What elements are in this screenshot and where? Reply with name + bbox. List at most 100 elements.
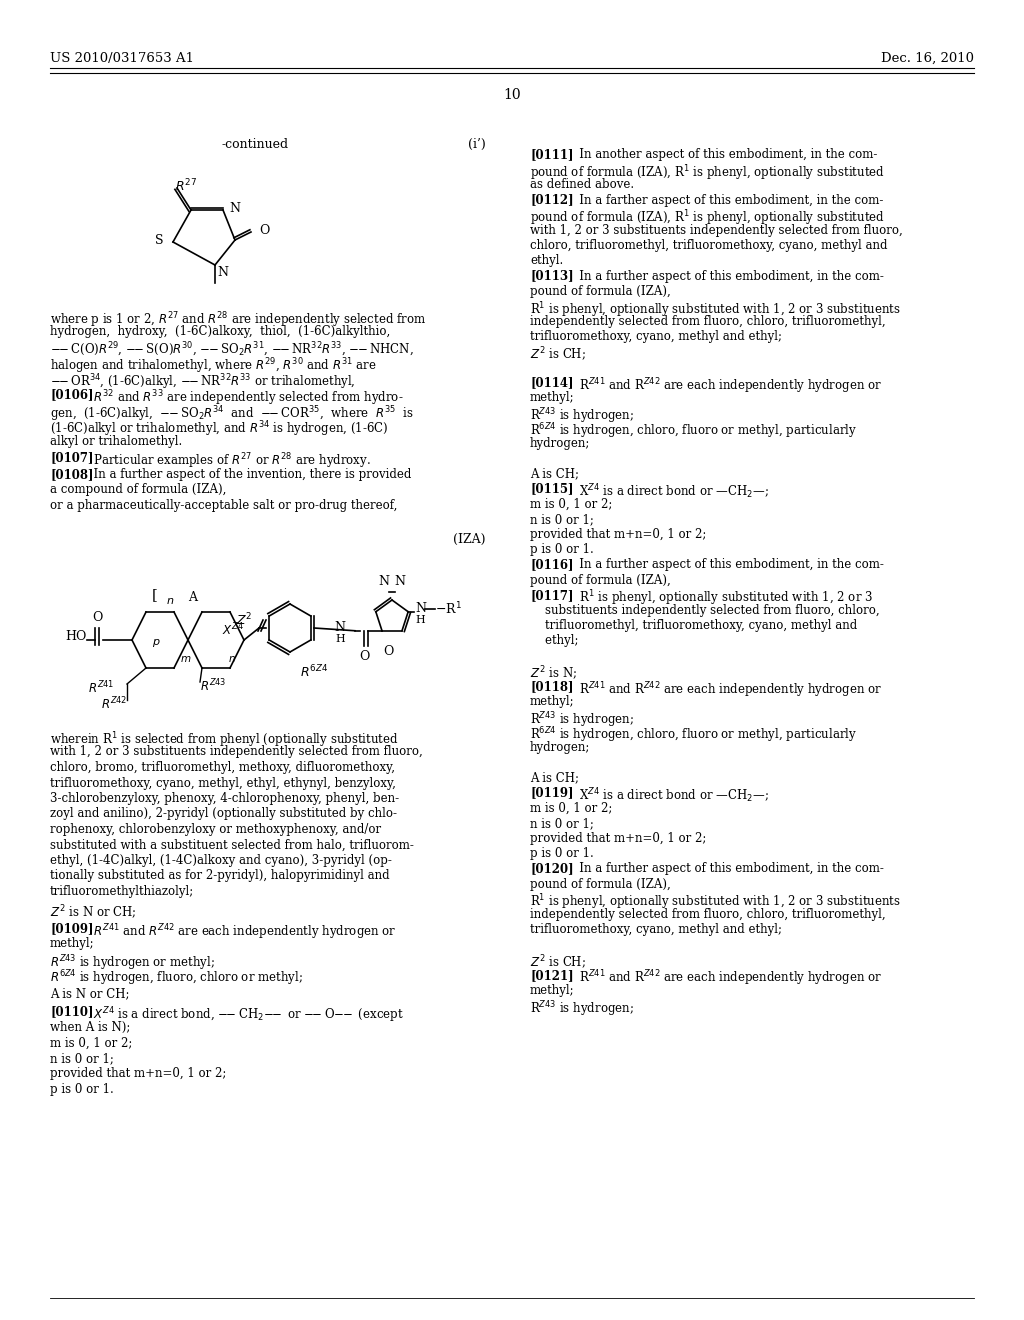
Text: alkyl or trihalomethyl.: alkyl or trihalomethyl. (50, 436, 182, 447)
Text: R$^{Z43}$ is hydrogen;: R$^{Z43}$ is hydrogen; (530, 999, 634, 1019)
Text: $-\!\!-$OR$^{34}$, (1-6C)alkyl, $-\!\!-$NR$^{32}$$R^{33}$ or trihalomethyl,: $-\!\!-$OR$^{34}$, (1-6C)alkyl, $-\!\!-$… (50, 372, 355, 392)
Text: O: O (358, 649, 370, 663)
Text: $p$: $p$ (152, 638, 161, 649)
Text: (i’): (i’) (468, 139, 486, 150)
Text: $-$R$^1$: $-$R$^1$ (435, 601, 462, 616)
Text: X$^{Z4}$ is a direct bond or —CH$_2$—;: X$^{Z4}$ is a direct bond or —CH$_2$—; (568, 787, 769, 805)
Text: Particular examples of $R^{27}$ or $R^{28}$ are hydroxy.: Particular examples of $R^{27}$ or $R^{2… (86, 451, 371, 471)
Text: m is 0, 1 or 2;: m is 0, 1 or 2; (530, 498, 612, 511)
Text: trifluoromethoxy, cyano, methyl, ethyl, ethynyl, benzyloxy,: trifluoromethoxy, cyano, methyl, ethyl, … (50, 776, 396, 789)
Text: $X^{Z4}$: $X^{Z4}$ (222, 622, 244, 639)
Text: In a further aspect of this embodiment, in the com-: In a further aspect of this embodiment, … (568, 269, 884, 282)
Text: chloro, bromo, trifluoromethyl, methoxy, difluoromethoxy,: chloro, bromo, trifluoromethyl, methoxy,… (50, 762, 395, 774)
Text: pound of formula (IZA), R$^1$ is phenyl, optionally substituted: pound of formula (IZA), R$^1$ is phenyl,… (530, 209, 885, 228)
Text: HO: HO (65, 631, 86, 644)
Text: O: O (92, 611, 102, 624)
Text: X$^{Z4}$ is a direct bond or —CH$_2$—;: X$^{Z4}$ is a direct bond or —CH$_2$—; (568, 482, 769, 502)
Text: (1-6C)alkyl or trihalomethyl, and $R^{34}$ is hydrogen, (1-6C): (1-6C)alkyl or trihalomethyl, and $R^{34… (50, 420, 388, 440)
Text: [0121]: [0121] (530, 969, 573, 982)
Text: [: [ (153, 587, 158, 602)
Text: R$^1$ is phenyl, optionally substituted with 1, 2 or 3 substituents: R$^1$ is phenyl, optionally substituted … (530, 300, 901, 319)
Text: H: H (335, 634, 345, 644)
Text: pound of formula (IZA),: pound of formula (IZA), (530, 285, 671, 298)
Text: R$^{Z41}$ and R$^{Z42}$ are each independently hydrogen or: R$^{Z41}$ and R$^{Z42}$ are each indepen… (568, 969, 882, 989)
Text: $-\!\!-$C(O)$R^{29}$, $-\!\!-$S(O)$R^{30}$, $-\!\!-$SO$_2$$R^{31}$, $-\!\!-$NR$^: $-\!\!-$C(O)$R^{29}$, $-\!\!-$S(O)$R^{30… (50, 341, 414, 359)
Text: Dec. 16, 2010: Dec. 16, 2010 (881, 51, 974, 65)
Text: [0109]: [0109] (50, 921, 93, 935)
Text: $Z^2$ is N;: $Z^2$ is N; (530, 665, 578, 682)
Text: trifluoromethoxy, cyano, methyl and ethyl;: trifluoromethoxy, cyano, methyl and ethy… (530, 923, 782, 936)
Text: provided that m+n=0, 1 or 2;: provided that m+n=0, 1 or 2; (530, 528, 707, 541)
Text: independently selected from fluoro, chloro, trifluoromethyl,: independently selected from fluoro, chlo… (530, 908, 886, 921)
Text: R$^{Z41}$ and R$^{Z42}$ are each independently hydrogen or: R$^{Z41}$ and R$^{Z42}$ are each indepen… (568, 376, 882, 396)
Text: [0118]: [0118] (530, 680, 573, 693)
Text: N: N (217, 267, 228, 280)
Text: [0110]: [0110] (50, 1006, 93, 1019)
Text: $R^{Z42}$: $R^{Z42}$ (100, 696, 127, 713)
Text: provided that m+n=0, 1 or 2;: provided that m+n=0, 1 or 2; (530, 832, 707, 845)
Text: [0106]: [0106] (50, 388, 93, 401)
Text: methyl;: methyl; (530, 391, 574, 404)
Text: gen,  (1-6C)alkyl,  $-\!\!-$SO$_2$$R^{34}$  and  $-\!\!-$COR$^{35}$,  where  $R^: gen, (1-6C)alkyl, $-\!\!-$SO$_2$$R^{34}$… (50, 404, 414, 424)
Text: (IZA): (IZA) (454, 532, 486, 545)
Text: hydrogen;: hydrogen; (530, 741, 591, 754)
Text: [0120]: [0120] (530, 862, 573, 875)
Text: A is N or CH;: A is N or CH; (50, 987, 129, 1001)
Text: $n$: $n$ (166, 597, 174, 606)
Text: $R^{27}$: $R^{27}$ (175, 177, 197, 194)
Text: N: N (229, 202, 240, 214)
Text: 3-chlorobenzyloxy, phenoxy, 4-chlorophenoxy, phenyl, ben-: 3-chlorobenzyloxy, phenoxy, 4-chlorophen… (50, 792, 399, 805)
Text: $R^{Z41}$: $R^{Z41}$ (88, 680, 114, 697)
Text: m is 0, 1 or 2;: m is 0, 1 or 2; (50, 1036, 132, 1049)
Text: $X^{Z4}$ is a direct bond, $-\!\!-$CH$_2$$-\!\!-$ or $-\!\!-$O$-\!\!-$ (except: $X^{Z4}$ is a direct bond, $-\!\!-$CH$_2… (86, 1006, 403, 1026)
Text: provided that m+n=0, 1 or 2;: provided that m+n=0, 1 or 2; (50, 1068, 226, 1081)
Text: A is CH;: A is CH; (530, 771, 579, 784)
Text: rophenoxy, chlorobenzyloxy or methoxyphenoxy, and/or: rophenoxy, chlorobenzyloxy or methoxyphe… (50, 822, 381, 836)
Text: [0114]: [0114] (530, 376, 573, 389)
Text: $Z^2$: $Z^2$ (236, 611, 252, 628)
Text: $R^{6Z4}$: $R^{6Z4}$ (300, 664, 328, 681)
Text: p is 0 or 1.: p is 0 or 1. (530, 544, 594, 556)
Text: pound of formula (IZA),: pound of formula (IZA), (530, 878, 671, 891)
Text: when A is N);: when A is N); (50, 1020, 130, 1034)
Text: p is 0 or 1.: p is 0 or 1. (50, 1082, 114, 1096)
Text: $R^{Z43}$: $R^{Z43}$ (200, 678, 226, 694)
Text: or a pharmaceutically-acceptable salt or pro-drug thereof,: or a pharmaceutically-acceptable salt or… (50, 499, 397, 512)
Text: hydrogen,  hydroxy,  (1-6C)alkoxy,  thiol,  (1-6C)alkylthio,: hydrogen, hydroxy, (1-6C)alkoxy, thiol, … (50, 326, 390, 338)
Text: trifluoromethylthiazolyl;: trifluoromethylthiazolyl; (50, 884, 195, 898)
Text: zoyl and anilino), 2-pyridyl (optionally substituted by chlo-: zoyl and anilino), 2-pyridyl (optionally… (50, 808, 397, 821)
Text: R$^{Z43}$ is hydrogen;: R$^{Z43}$ is hydrogen; (530, 407, 634, 426)
Text: hydrogen;: hydrogen; (530, 437, 591, 450)
Text: R$^1$ is phenyl, optionally substituted with 1, 2 or 3: R$^1$ is phenyl, optionally substituted … (568, 589, 873, 609)
Text: [0115]: [0115] (530, 482, 573, 495)
Text: O: O (259, 223, 269, 236)
Text: substituted with a substituent selected from halo, trifluorom-: substituted with a substituent selected … (50, 838, 414, 851)
Text: pound of formula (IZA),: pound of formula (IZA), (530, 574, 671, 586)
Text: n is 0 or 1;: n is 0 or 1; (530, 817, 594, 830)
Text: wherein R$^1$ is selected from phenyl (optionally substituted: wherein R$^1$ is selected from phenyl (o… (50, 730, 398, 750)
Text: with 1, 2 or 3 substituents independently selected from fluoro,: with 1, 2 or 3 substituents independentl… (530, 224, 903, 238)
Text: -continued: -continued (221, 139, 289, 150)
Text: $n$: $n$ (228, 653, 236, 664)
Text: $R^{Z41}$ and $R^{Z42}$ are each independently hydrogen or: $R^{Z41}$ and $R^{Z42}$ are each indepen… (86, 921, 396, 941)
Text: In a further aspect of this embodiment, in the com-: In a further aspect of this embodiment, … (568, 558, 884, 572)
Text: R$^{6Z4}$ is hydrogen, chloro, fluoro or methyl, particularly: R$^{6Z4}$ is hydrogen, chloro, fluoro or… (530, 421, 857, 441)
Text: N: N (415, 602, 426, 615)
Text: as defined above.: as defined above. (530, 178, 634, 191)
Text: N: N (394, 576, 406, 587)
Text: O: O (383, 644, 393, 657)
Text: ethyl, (1-4C)alkyl, (1-4C)alkoxy and cyano), 3-pyridyl (op-: ethyl, (1-4C)alkyl, (1-4C)alkoxy and cya… (50, 854, 392, 867)
Text: $R^{32}$ and $R^{33}$ are independently selected from hydro-: $R^{32}$ and $R^{33}$ are independently … (86, 388, 403, 408)
Text: pound of formula (IZA), R$^1$ is phenyl, optionally substituted: pound of formula (IZA), R$^1$ is phenyl,… (530, 164, 885, 182)
Text: halogen and trihalomethyl, where $R^{29}$, $R^{30}$ and $R^{31}$ are: halogen and trihalomethyl, where $R^{29}… (50, 356, 377, 376)
Text: n is 0 or 1;: n is 0 or 1; (530, 512, 594, 525)
Text: substituents independently selected from fluoro, chloro,: substituents independently selected from… (530, 605, 880, 616)
Text: N: N (379, 576, 389, 587)
Text: m is 0, 1 or 2;: m is 0, 1 or 2; (530, 801, 612, 814)
Text: ethyl.: ethyl. (530, 255, 563, 268)
Text: with 1, 2 or 3 substituents independently selected from fluoro,: with 1, 2 or 3 substituents independentl… (50, 746, 423, 759)
Text: trifluoromethyl, trifluoromethoxy, cyano, methyl and: trifluoromethyl, trifluoromethoxy, cyano… (530, 619, 857, 632)
Text: [0112]: [0112] (530, 194, 573, 207)
Text: In another aspect of this embodiment, in the com-: In another aspect of this embodiment, in… (568, 148, 878, 161)
Text: n is 0 or 1;: n is 0 or 1; (50, 1052, 114, 1065)
